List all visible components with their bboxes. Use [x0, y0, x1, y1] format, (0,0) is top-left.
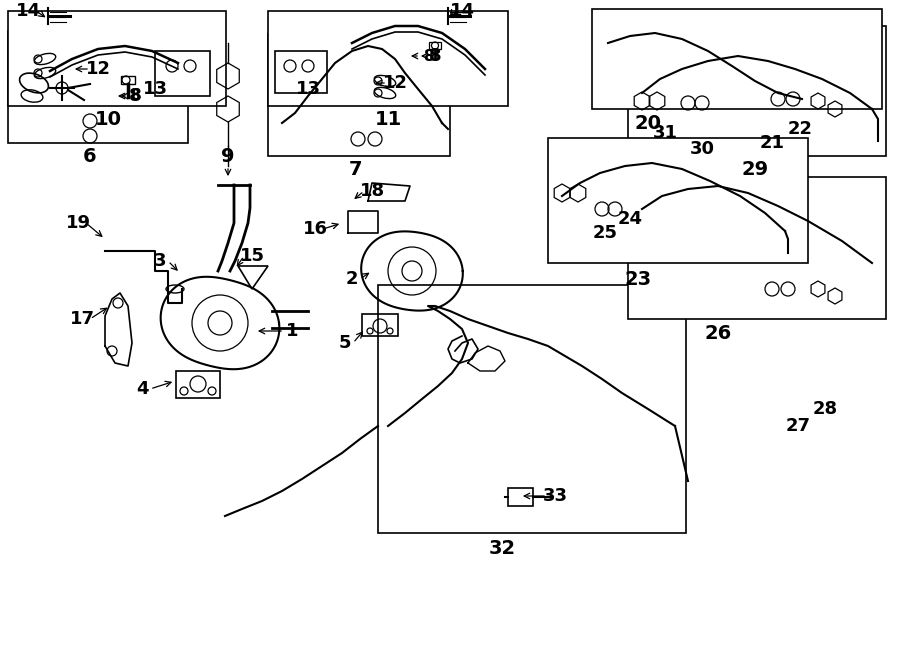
Bar	[378, 285, 686, 533]
Text: 28: 28	[813, 400, 838, 418]
Text: 3: 3	[154, 252, 166, 270]
Text: 12: 12	[382, 74, 408, 92]
Text: 32: 32	[489, 539, 516, 559]
Bar	[429, 42, 441, 49]
Text: 4: 4	[136, 380, 149, 398]
Text: 14: 14	[449, 2, 474, 20]
Text: 8: 8	[423, 48, 433, 63]
Text: 20: 20	[634, 114, 662, 132]
Text: 24: 24	[617, 210, 643, 228]
Text: 12: 12	[86, 60, 111, 78]
Text: 8: 8	[428, 47, 441, 65]
Text: 21: 21	[760, 134, 785, 152]
Text: 14: 14	[15, 2, 40, 20]
Text: 11: 11	[374, 110, 401, 128]
Text: 30: 30	[689, 140, 715, 158]
Text: 22: 22	[788, 120, 813, 138]
Bar	[275, 51, 327, 93]
Text: 5: 5	[338, 334, 351, 352]
Text: 31: 31	[652, 124, 678, 142]
Text: 29: 29	[742, 159, 769, 178]
Text: 7: 7	[348, 159, 362, 178]
Bar	[121, 76, 135, 84]
Bar	[8, 31, 188, 143]
Text: 19: 19	[66, 214, 91, 232]
Text: 1: 1	[286, 322, 298, 340]
Text: 23: 23	[625, 270, 652, 288]
Bar	[508, 488, 533, 506]
Text: 16: 16	[302, 220, 328, 238]
Text: 27: 27	[786, 417, 811, 435]
Text: 9: 9	[221, 147, 235, 165]
Text: 15: 15	[239, 247, 265, 265]
Bar	[628, 26, 886, 156]
Text: 26: 26	[705, 323, 732, 342]
Text: 13: 13	[142, 80, 167, 98]
Text: 17: 17	[69, 310, 94, 328]
Text: 25: 25	[592, 224, 617, 242]
Text: 18: 18	[359, 182, 384, 200]
Bar	[548, 138, 808, 263]
Bar	[628, 177, 886, 319]
Bar	[268, 11, 508, 106]
Text: 13: 13	[295, 80, 320, 98]
Bar	[268, 34, 450, 156]
Bar	[8, 11, 226, 106]
Text: 6: 6	[83, 147, 97, 165]
Text: 33: 33	[543, 487, 568, 505]
Bar	[155, 51, 210, 96]
Bar	[592, 9, 882, 109]
Text: 2: 2	[346, 270, 358, 288]
Text: 8: 8	[129, 87, 141, 105]
Text: 10: 10	[94, 110, 122, 128]
Text: 8: 8	[130, 89, 140, 104]
